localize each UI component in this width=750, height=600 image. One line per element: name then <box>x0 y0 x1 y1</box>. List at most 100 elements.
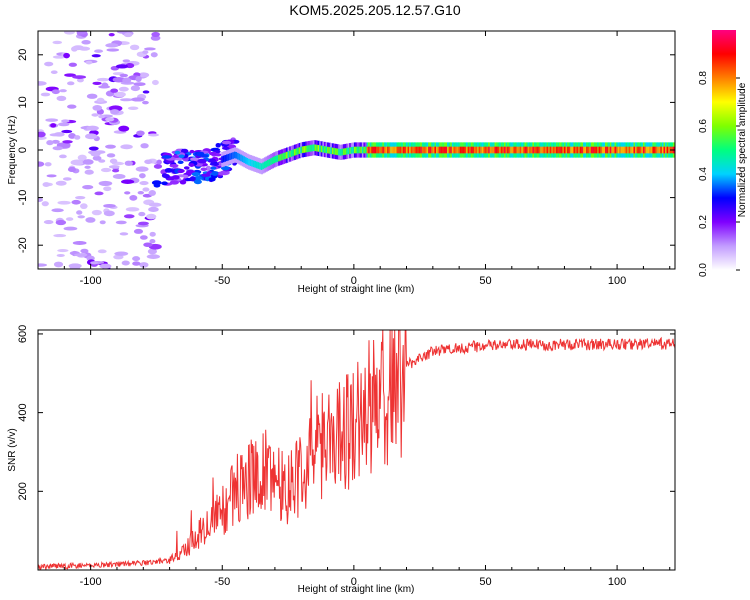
heatmap-noise-cell <box>150 52 158 58</box>
heatmap-ridge-core <box>284 152 287 160</box>
heatmap-ridge-core <box>557 146 560 154</box>
heatmap-ridge-core <box>309 144 312 152</box>
heatmap-ridge-core <box>409 146 412 154</box>
heatmap-ridge-core <box>404 146 407 154</box>
heatmap-ridge-core <box>342 148 346 156</box>
heatmap-cluster-cell <box>174 150 181 155</box>
heatmap-ridge-core <box>262 162 265 170</box>
heatmap-ridge-core <box>650 146 654 154</box>
heatmap-ridge-core <box>575 146 578 154</box>
heatmap-ridge-core <box>486 146 489 154</box>
heatmap-noise-cell <box>151 79 159 86</box>
heatmap-noise-cell <box>52 146 64 151</box>
heatmap-cluster-cell <box>153 164 163 169</box>
heatmap-noise-cell <box>129 194 138 201</box>
heatmap-y-axis: -20 -10 0 10 20 <box>17 49 675 253</box>
heatmap-x-label: Height of straight line (km) <box>298 284 415 295</box>
heatmap-ridge-core <box>590 146 594 154</box>
heatmap-ridge-core <box>581 146 584 154</box>
heatmap-cluster-cell <box>188 163 195 167</box>
heatmap-noise-cell <box>65 217 74 221</box>
heatmap-ridge-core <box>545 146 548 154</box>
heatmap-noise-cell <box>106 48 120 52</box>
heatmap-ridge-core <box>246 157 249 165</box>
heatmap-ridge-core <box>290 150 293 157</box>
heatmap-ridge-core <box>494 146 497 154</box>
heatmap-ridge-core <box>436 146 439 154</box>
heatmap-ridge-core <box>611 146 614 154</box>
heatmap-ridge-core <box>503 146 507 154</box>
heatmap-ridge-core <box>286 151 289 159</box>
heatmap-ridge-core <box>259 162 262 170</box>
heatmap-ridge-core <box>488 146 491 154</box>
heatmap-noise-cell <box>55 219 67 226</box>
heatmap-ridge-core <box>316 144 319 152</box>
snr-frame <box>37 329 676 571</box>
heatmap-noise-cell <box>40 92 51 97</box>
heatmap-ridge-core <box>625 146 628 154</box>
heatmap-ridge-core <box>537 146 540 154</box>
heatmap-ridge-core <box>668 146 671 154</box>
heatmap-ridge-core <box>491 146 494 154</box>
heatmap-noise-cell <box>151 31 160 37</box>
heatmap-ridge-core <box>660 146 663 154</box>
heatmap-ridge-core <box>361 146 365 154</box>
heatmap-ridge-core <box>521 146 524 154</box>
heatmap-ridge-core <box>426 146 429 154</box>
heatmap-noise-cell <box>123 32 133 38</box>
heatmap-noise-cell <box>132 261 141 266</box>
heatmap-ridge-core <box>349 147 352 154</box>
heatmap-noise-cell <box>142 100 149 105</box>
heatmap-noise-cell <box>139 262 149 268</box>
heatmap-noise-cell <box>63 52 70 59</box>
heatmap-ridge-core <box>325 146 328 154</box>
heatmap-cluster-cell <box>164 167 173 173</box>
heatmap-ridge-core <box>644 146 647 154</box>
heatmap-ridge-core <box>336 148 339 156</box>
heatmap-ridge-core <box>568 146 571 154</box>
heatmap-ridge-core <box>548 146 551 154</box>
heatmap-noise-cell <box>58 122 70 127</box>
heatmap-ridge-core <box>364 146 368 154</box>
heatmap-noise-cell <box>115 64 129 69</box>
heatmap-ridge-core <box>333 147 336 155</box>
heatmap-noise-cell <box>136 130 145 136</box>
snr-y-tick-label: 200 <box>17 482 29 500</box>
snr-x-tick-label: 100 <box>608 576 626 588</box>
heatmap-ridge-core <box>383 146 387 154</box>
colorbar-tick-label: 0.0 <box>698 263 709 277</box>
heatmap-noise-cell <box>119 232 129 236</box>
snr-series-line <box>38 330 675 570</box>
heatmap-ridge-core <box>533 146 537 154</box>
colorbar-tick-label: 0.8 <box>698 71 709 85</box>
snr-y-axis: 200 400 600 <box>17 325 675 500</box>
heatmap-ridge-core <box>559 146 562 154</box>
heatmap-ridge-core <box>278 154 281 162</box>
colorbar-tick-label: 0.2 <box>698 215 709 229</box>
heatmap-ridge-core <box>293 148 297 156</box>
heatmap-cluster-cell <box>153 183 161 188</box>
heatmap-ridge-core <box>608 146 611 154</box>
heatmap-noise-cell <box>38 81 47 86</box>
heatmap-noise-cell <box>120 144 133 150</box>
heatmap-noise-cell <box>46 140 54 146</box>
heatmap-cluster-cell <box>161 181 168 186</box>
heatmap-ridge-core <box>462 146 466 154</box>
heatmap-ridge-core <box>393 146 396 154</box>
heatmap-noise-cell <box>81 39 91 45</box>
heatmap-ridge-core <box>543 146 546 154</box>
heatmap-ridge-core <box>366 146 369 154</box>
heatmap-ridge-core <box>304 145 308 153</box>
heatmap-ridge-core <box>458 146 461 154</box>
heatmap-noise-cell <box>38 263 48 267</box>
heatmap-ridge-core <box>331 147 335 155</box>
heatmap-ridge-core <box>638 146 641 154</box>
heatmap-noise-cell <box>99 263 112 269</box>
heatmap-ridge-core <box>380 146 383 154</box>
heatmap-noise-cell <box>53 234 67 238</box>
heatmap-cluster-cell <box>178 154 185 159</box>
heatmap-cluster-cell <box>209 162 220 166</box>
heatmap-ridge-core <box>563 146 567 154</box>
heatmap-y-label: Frequency (Hz) <box>7 116 18 185</box>
heatmap-noise-cell <box>68 132 76 139</box>
